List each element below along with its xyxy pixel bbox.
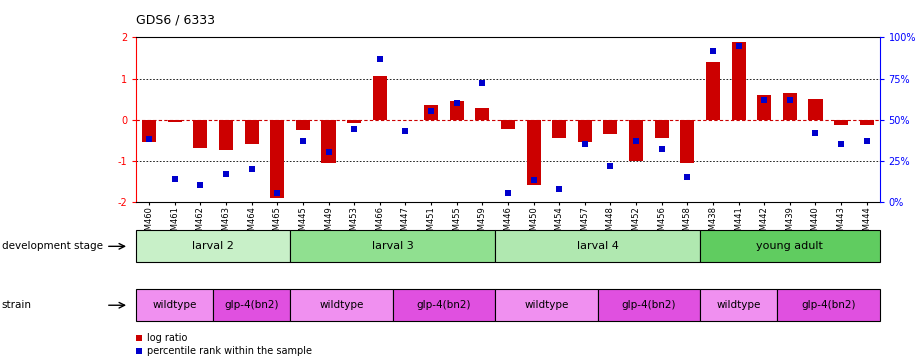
Text: GDS6 / 6333: GDS6 / 6333 (136, 14, 216, 27)
Text: larval 2: larval 2 (192, 241, 234, 251)
Text: glp-4(bn2): glp-4(bn2) (416, 300, 472, 310)
Bar (603, 120, 617, 134)
Text: percentile rank within the sample: percentile rank within the sample (147, 346, 312, 356)
Bar (296, 120, 310, 130)
Bar (783, 93, 797, 120)
Bar (681, 120, 694, 163)
Bar (475, 108, 489, 120)
Bar (449, 101, 463, 120)
Text: wildtype: wildtype (153, 300, 197, 310)
Bar (321, 120, 335, 163)
Bar (168, 120, 181, 122)
Text: larval 4: larval 4 (577, 241, 619, 251)
Bar (731, 42, 746, 120)
Text: wildtype: wildtype (320, 300, 364, 310)
Bar (501, 120, 515, 129)
Bar (142, 120, 157, 142)
Text: wildtype: wildtype (717, 300, 761, 310)
Bar (245, 120, 259, 144)
Bar (424, 105, 438, 120)
Bar (373, 76, 387, 120)
Text: young adult: young adult (756, 241, 823, 251)
Bar (834, 120, 848, 125)
Bar (193, 120, 207, 149)
Text: development stage: development stage (2, 241, 103, 251)
Bar (859, 120, 874, 125)
Text: glp-4(bn2): glp-4(bn2) (622, 300, 676, 310)
Bar (527, 120, 541, 185)
Bar (347, 120, 361, 123)
Text: wildtype: wildtype (524, 300, 568, 310)
Bar (577, 120, 592, 142)
Bar (270, 120, 285, 198)
Text: log ratio: log ratio (147, 333, 188, 343)
Bar (655, 120, 669, 138)
Bar (809, 99, 822, 120)
Bar (219, 120, 233, 150)
Text: glp-4(bn2): glp-4(bn2) (225, 300, 279, 310)
Text: glp-4(bn2): glp-4(bn2) (801, 300, 856, 310)
Text: larval 3: larval 3 (372, 241, 414, 251)
Bar (629, 120, 643, 161)
Bar (553, 120, 566, 138)
Text: strain: strain (2, 300, 32, 310)
Bar (705, 62, 720, 120)
Bar (757, 95, 771, 120)
